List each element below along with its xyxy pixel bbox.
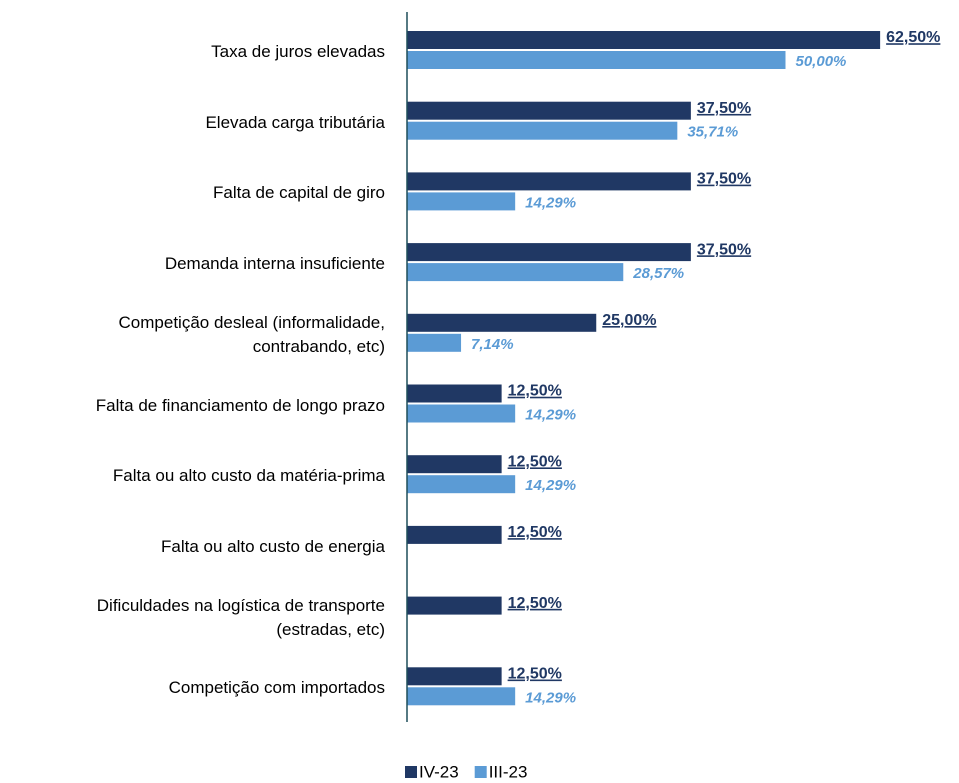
category-label: Elevada carga tributária [205,112,385,132]
bar [407,333,462,352]
value-label: 14,29% [525,477,576,494]
value-label: 37,50% [697,241,751,258]
category-label: Dificuldades na logística de transporte … [96,595,385,639]
value-label: 14,29% [525,689,576,706]
value-label: 14,29% [525,194,576,211]
value-label: 12,50% [508,595,562,612]
bar [407,313,597,332]
legend-label: IV-23 [419,762,459,781]
bar [407,455,502,474]
value-label: 12,50% [508,453,562,470]
bar [407,121,678,140]
value-label: 35,71% [687,124,738,141]
category-label: Competição desleal (informalidade, contr… [118,312,385,356]
value-label: 14,29% [525,406,576,423]
bar [407,596,502,615]
legend-swatch [405,766,417,778]
value-label: 37,50% [697,100,751,117]
bar [407,475,516,494]
bar [407,31,881,49]
category-label: Competição com importados [168,678,385,698]
bar [407,687,516,706]
bar [407,51,786,69]
value-label: 25,00% [602,312,656,329]
category-label: Falta ou alto custo de energia [161,536,385,556]
value-label: 7,14% [471,336,514,353]
bar [407,172,691,191]
value-label: 12,50% [508,666,562,683]
value-label: 12,50% [508,383,562,400]
bar [407,192,516,211]
category-label: Falta de capital de giro [213,183,385,203]
category-label: Taxa de juros elevadas [211,42,385,61]
category-label: Falta ou alto custo da matéria-prima [112,466,385,486]
bar [407,243,691,262]
bar [407,101,691,120]
bar [407,384,502,403]
value-label: 28,57% [632,265,684,282]
value-label: 37,50% [697,171,751,188]
bar [407,667,502,686]
legend-swatch [474,766,487,778]
value-label: 12,50% [508,524,562,541]
bar [407,525,502,544]
category-label: Demanda interna insuficiente [164,254,385,274]
bar [407,263,624,282]
category-label: Falta de financiamento de longo prazo [95,395,385,415]
legend-label: III-23 [489,762,528,781]
bar [407,404,516,423]
value-label: 62,50% [886,29,940,46]
value-label: 50,00% [796,53,847,70]
